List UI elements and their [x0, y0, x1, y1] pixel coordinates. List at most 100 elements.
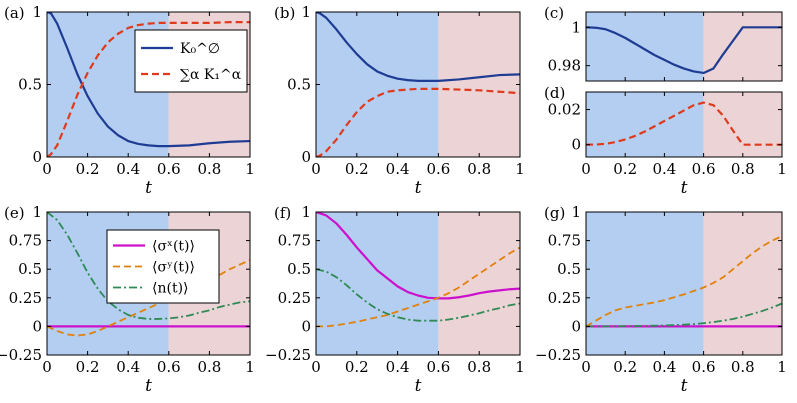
region-blue [316, 212, 439, 355]
series-line-a-0 [47, 12, 250, 148]
legend-label: ⟨n(t)⟩ [152, 281, 189, 297]
panel-label: (d) [544, 84, 565, 102]
xtick-label: 0.6 [692, 160, 716, 178]
ytick-label: 0 [32, 148, 42, 166]
xtick-label: 0.2 [76, 160, 100, 178]
xtick-label: 0.6 [426, 358, 450, 376]
series-line-d-0 [586, 101, 782, 146]
region-blue [586, 12, 704, 81]
legend-label: ∑α K₁^α [180, 67, 242, 83]
xtick-label: 0.8 [467, 358, 491, 376]
xtick-label: 0 [311, 160, 321, 178]
ytick-label: 0.75 [9, 232, 42, 250]
xtick-label: 0.2 [345, 358, 369, 376]
x-axis-label: t [415, 178, 422, 198]
x-axis-label: t [681, 376, 688, 396]
xtick-label: 0.4 [116, 160, 140, 178]
x-axis-label: t [145, 376, 152, 396]
series-line-a-1 [47, 21, 250, 157]
xtick-label: 0.4 [652, 358, 676, 376]
xtick-label: 0.4 [116, 358, 140, 376]
xtick-label: 0.6 [692, 358, 716, 376]
ytick-label: 0.25 [9, 289, 42, 307]
region-blue [586, 92, 704, 157]
panel-a: 0 0.5 1 0 0.2 0.4 0.6 0.8 1 t (a) K₀^∅ ∑α K₁^α [4, 3, 255, 198]
x-axis-label: t [145, 178, 152, 198]
region-blue [316, 12, 439, 157]
xtick-label: 1 [515, 160, 525, 178]
xtick-label: 0.6 [157, 358, 181, 376]
ytick-label: 1 [571, 203, 581, 221]
x-axis-label: t [681, 178, 688, 198]
ytick-label: 0 [301, 148, 311, 166]
xtick-label: 1 [515, 358, 525, 376]
ytick-label: 0 [301, 317, 311, 335]
legend-label: K₀^∅ [180, 41, 220, 57]
ytick-label: 0.98 [548, 57, 581, 75]
xtick-label: 0.8 [731, 160, 755, 178]
legend-label: ⟨σʸ(t)⟩ [152, 260, 195, 276]
xtick-label: 0 [311, 358, 321, 376]
ytick-label: 1 [32, 203, 42, 221]
series-line-f-0 [316, 212, 520, 300]
series-line-e-1 [47, 259, 250, 337]
series-line-c-0 [586, 26, 782, 75]
axes-frame [585, 211, 783, 356]
axes-frame [46, 211, 251, 356]
ytick-label: 0 [571, 136, 581, 154]
region-red [703, 212, 782, 355]
region-red [703, 12, 782, 81]
ytick-label: 0.5 [18, 76, 42, 94]
region-red [703, 92, 782, 157]
panel-label: (a) [4, 4, 25, 22]
ytick-label: 0 [571, 317, 581, 335]
panel-label: (f) [274, 204, 291, 222]
ytick-label: 0.5 [557, 260, 581, 278]
xtick-label: 0 [581, 358, 591, 376]
legend: K₀^∅ ∑α K₁^α [134, 29, 248, 93]
ytick-label: −0.25 [265, 346, 311, 364]
ytick-label: 0.5 [18, 260, 42, 278]
xtick-label: 0 [42, 358, 52, 376]
xtick-label: 0.6 [157, 160, 181, 178]
ytick-label: −0.25 [535, 346, 581, 364]
xtick-label: 0.4 [386, 358, 410, 376]
xtick-label: 0.4 [386, 160, 410, 178]
xtick-label: 0.6 [426, 160, 450, 178]
ytick-label: 1 [571, 18, 581, 36]
xtick-label: 0.8 [197, 358, 221, 376]
panel-b: 0 0.5 1 0 0.2 0.4 0.6 0.8 1 t (b) [274, 3, 525, 198]
series-line-e-2 [47, 212, 250, 320]
series-line-f-1 [316, 246, 520, 328]
ytick-label: 0.02 [548, 101, 581, 119]
xtick-label: 0.4 [652, 160, 676, 178]
panel-label: (e) [4, 204, 25, 222]
xtick-label: 0.8 [731, 358, 755, 376]
xtick-label: 1 [245, 160, 255, 178]
xtick-label: 0.2 [76, 358, 100, 376]
xtick-label: 0.2 [345, 160, 369, 178]
ytick-label: 0 [32, 317, 42, 335]
xtick-label: 0.2 [613, 160, 637, 178]
xtick-label: 1 [777, 358, 787, 376]
series-line-g-2 [586, 302, 782, 328]
panel-c: 0.98 1 (c) [544, 4, 783, 82]
series-line-g-1 [586, 235, 782, 328]
ytick-label: 0.75 [278, 232, 311, 250]
ytick-label: 1 [301, 3, 311, 21]
ytick-label: 0.25 [548, 289, 581, 307]
panel-label: (g) [544, 204, 565, 222]
ytick-label: 0.75 [548, 232, 581, 250]
xtick-label: 0 [42, 160, 52, 178]
series-line-b-1 [316, 87, 520, 157]
series-line-f-2 [316, 268, 520, 322]
ytick-label: −0.25 [0, 346, 42, 364]
panel-label: (c) [544, 4, 564, 22]
ytick-label: 1 [32, 3, 42, 21]
series-line-b-0 [316, 12, 520, 82]
axes-frame [585, 11, 783, 82]
x-axis-label: t [415, 376, 422, 396]
ytick-label: 0.25 [278, 289, 311, 307]
